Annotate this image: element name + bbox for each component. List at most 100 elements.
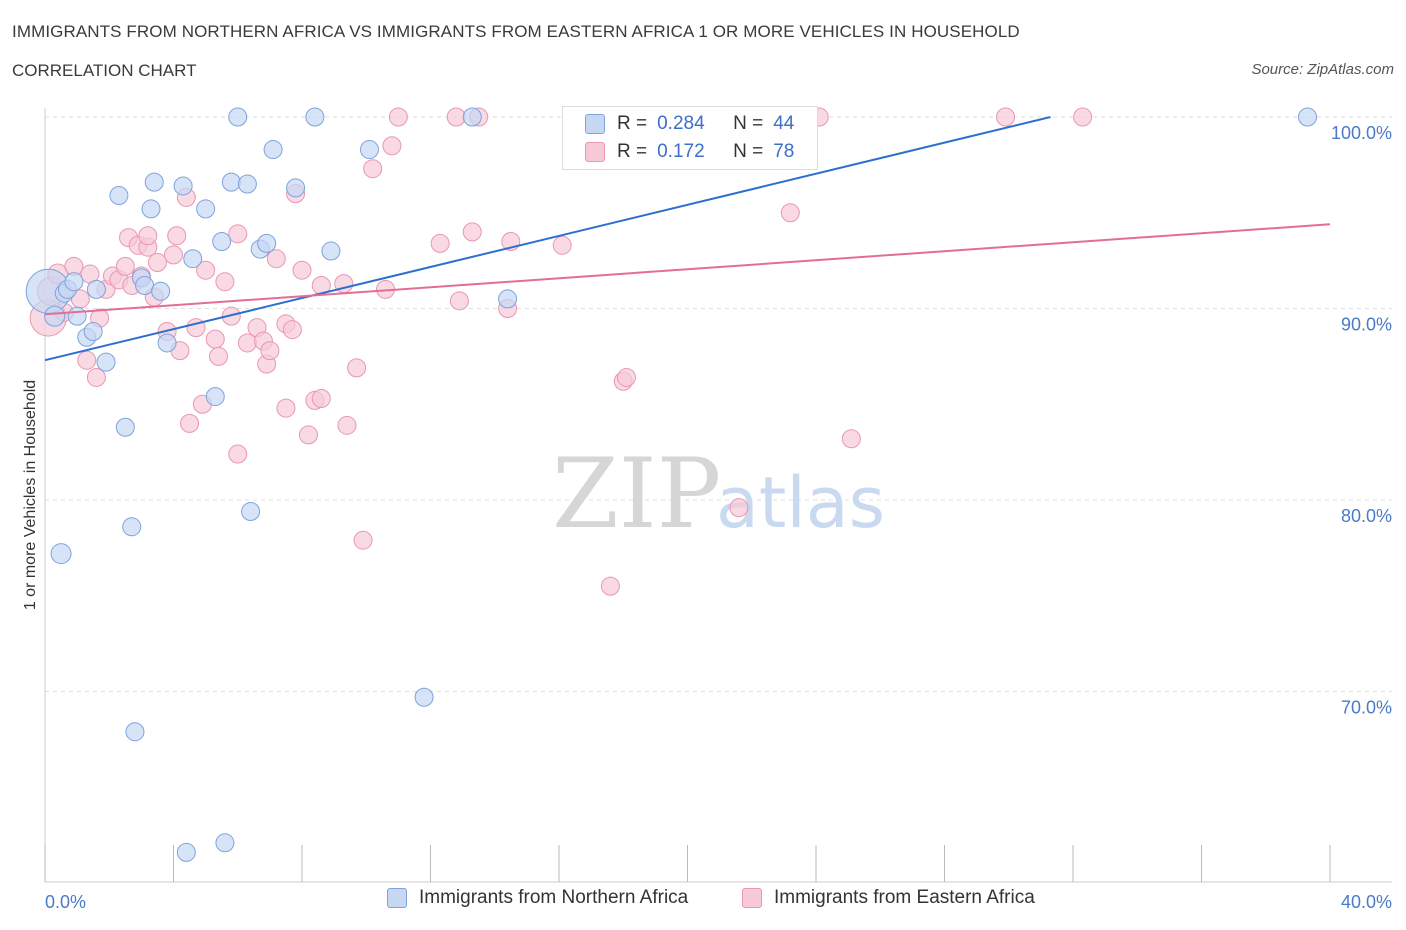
eastern-africa-point [164, 245, 183, 265]
y-tick-label: 80.0% [1341, 506, 1392, 526]
series-swatch-pink [742, 888, 762, 908]
eastern-africa-trendline [44, 223, 1331, 316]
eastern-africa-point [353, 530, 373, 550]
eastern-africa-point [208, 346, 228, 366]
northern-africa-point [359, 140, 379, 160]
y-tick-label: 70.0% [1341, 698, 1392, 718]
tick-labels: 100.0% 90.0% 80.0% 70.0% 0.0% 40.0% [45, 123, 1392, 912]
eastern-africa-point [347, 358, 367, 378]
correlation-legend: R = 0.284 N = 44 R = 0.172 N = 78 [562, 106, 818, 170]
eastern-africa-point [382, 136, 402, 156]
eastern-africa-point [298, 425, 318, 445]
northern-africa-point [86, 279, 106, 299]
eastern-africa-point [449, 291, 469, 311]
northern-africa-point [305, 107, 325, 127]
eastern-africa-point [266, 249, 286, 269]
northern-africa-point [122, 517, 142, 537]
northern-africa-point [109, 186, 129, 206]
northern-africa-point [205, 387, 225, 407]
eastern-africa-point [780, 203, 800, 223]
northern-africa-point [241, 501, 261, 521]
eastern-africa-point [196, 260, 216, 280]
eastern-africa-point [237, 333, 257, 353]
legend-swatch-pink [585, 142, 605, 162]
northern-africa-point [115, 417, 135, 437]
eastern-africa-point [462, 222, 482, 242]
watermark-zip: ZIP [552, 438, 721, 550]
northern-africa-point [83, 321, 103, 341]
series-legend-eastern-africa[interactable]: Immigrants from Eastern Africa [742, 887, 1035, 909]
eastern-africa-point [311, 389, 331, 409]
northern-africa-point [64, 272, 84, 292]
northern-africa-point [1298, 107, 1318, 127]
northern-africa-point [144, 172, 164, 192]
legend-r-label: R = [617, 113, 648, 134]
northern-africa-point [141, 199, 161, 219]
legend-n-label: N = [733, 141, 764, 162]
eastern-africa-point [446, 107, 466, 127]
northern-africa-point [462, 107, 482, 127]
x-tick-label: 40.0% [1341, 892, 1392, 912]
eastern-africa-point [616, 367, 636, 387]
northern-africa-point [183, 249, 203, 269]
series-legend: Immigrants from Northern Africa Immigran… [0, 887, 1406, 917]
eastern-africa-point [86, 367, 106, 387]
eastern-africa-point [729, 498, 749, 518]
eastern-africa-point [841, 429, 861, 449]
eastern-africa-point [138, 226, 158, 246]
eastern-africa-point [276, 398, 296, 418]
northern-africa-point [228, 107, 248, 127]
eastern-africa-point [337, 415, 357, 435]
legend-r-value: 0.284 [657, 113, 705, 134]
axes-layer [44, 108, 1392, 883]
eastern-africa-point [77, 350, 97, 370]
northern-africa-point [151, 281, 171, 301]
northern-africa-point [215, 833, 235, 853]
eastern-africa-point [1073, 107, 1093, 127]
northern-africa-point [286, 178, 306, 198]
y-tick-label: 90.0% [1341, 315, 1392, 335]
eastern-africa-point [147, 253, 167, 273]
legend-r-label: R = [617, 141, 648, 162]
eastern-africa-point [552, 235, 572, 255]
y-tick-label: 100.0% [1331, 123, 1392, 143]
eastern-africa-point [600, 576, 620, 596]
eastern-africa-point [292, 260, 312, 280]
eastern-africa-point [260, 341, 280, 361]
eastern-africa-point [205, 329, 225, 349]
eastern-africa-point [388, 107, 408, 127]
northern-africa-point [96, 352, 116, 372]
northern-africa-point [135, 276, 155, 296]
legend-n-label: N = [733, 113, 764, 134]
chart-title: IMMIGRANTS FROM NORTHERN AFRICA VS IMMIG… [12, 22, 1020, 41]
northern-africa-point [50, 543, 72, 565]
series-legend-label: Immigrants from Northern Africa [419, 887, 689, 908]
eastern-africa-point [430, 233, 450, 253]
legend-n-value: 78 [773, 141, 795, 162]
eastern-africa-point [228, 224, 248, 244]
eastern-africa-point [282, 320, 302, 340]
northern-africa-point [157, 333, 177, 353]
northern-africa-trendline [44, 116, 1051, 362]
legend-swatch-blue [585, 114, 605, 134]
legend-r-value: 0.172 [657, 141, 705, 162]
eastern-africa-point [215, 272, 235, 292]
series-legend-northern-africa[interactable]: Immigrants from Northern Africa [387, 887, 688, 909]
legend-row-eastern-africa: R = 0.172 N = 78 [585, 141, 794, 163]
source-label: Source: ZipAtlas.com [1251, 61, 1394, 78]
series-swatch-blue [387, 888, 407, 908]
northern-africa-point [237, 174, 257, 194]
eastern-africa-point [363, 159, 383, 179]
northern-africa-point [173, 176, 193, 196]
eastern-africa-point [180, 413, 200, 433]
series-legend-label: Immigrants from Eastern Africa [774, 887, 1035, 908]
y-axis-label: 1 or more Vehicles in Household [22, 380, 39, 610]
trend-lines [44, 116, 1331, 362]
legend-n-value: 44 [773, 113, 795, 134]
northern-africa-point [414, 687, 434, 707]
northern-africa-point [67, 306, 87, 326]
watermark: ZIP atlas [552, 438, 885, 550]
legend-row-northern-africa: R = 0.284 N = 44 [585, 113, 794, 135]
grid-layer [45, 116, 1392, 692]
